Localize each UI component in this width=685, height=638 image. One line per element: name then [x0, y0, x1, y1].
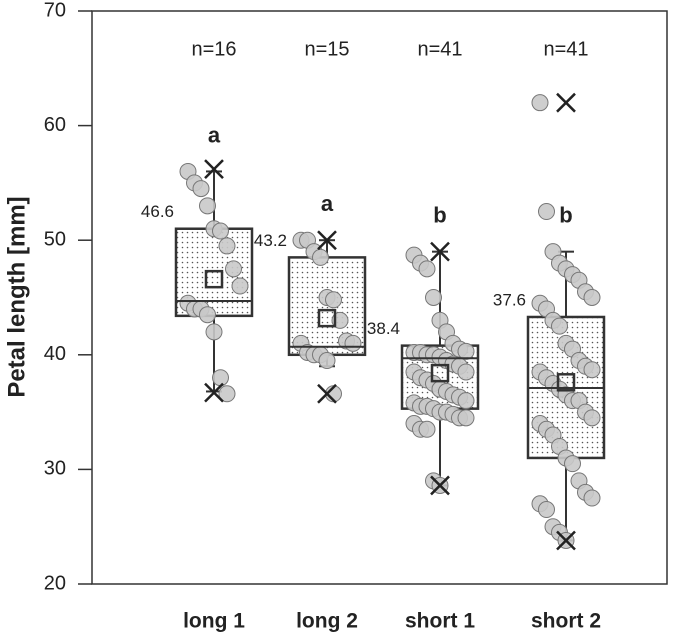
mean-marker [430, 363, 450, 383]
y-tick-label: 70 [44, 0, 66, 21]
data-point [583, 489, 601, 507]
data-point [418, 420, 436, 438]
data-point [199, 197, 216, 215]
n-label: n=41 [543, 38, 588, 60]
data-point [583, 289, 601, 306]
data-point [457, 363, 475, 381]
n-label: n=15 [304, 38, 349, 60]
mean-label: 46.6 [141, 202, 174, 221]
data-point [564, 455, 581, 473]
y-tick-label: 40 [44, 343, 66, 365]
data-point [457, 409, 475, 427]
data-point [231, 277, 249, 295]
data-point [583, 409, 601, 427]
mean-label: 37.6 [493, 290, 526, 309]
category-label: long 2 [296, 610, 358, 633]
data-point [218, 237, 236, 255]
category-label: short 1 [405, 610, 475, 633]
y-axis-label: Petal length [mm] [3, 196, 30, 397]
data-point [344, 334, 362, 352]
extreme-marker [317, 383, 337, 404]
group-letter: a [321, 191, 334, 216]
data-point [325, 291, 342, 309]
data-point [457, 342, 475, 360]
extreme-marker [556, 530, 576, 551]
data-point [538, 501, 555, 519]
y-tick-label: 30 [44, 458, 66, 480]
category-label: long 1 [183, 610, 245, 633]
group-letter: b [559, 202, 572, 227]
y-tick-label: 20 [44, 572, 66, 594]
mean-marker [317, 308, 337, 328]
extreme-marker [317, 230, 337, 251]
extreme-marker [556, 92, 576, 113]
y-tick-label: 60 [44, 114, 66, 136]
category-label: short 2 [531, 610, 601, 633]
group-letter: a [208, 122, 221, 147]
extreme-marker [430, 241, 450, 262]
extreme-marker [204, 382, 224, 403]
data-point [205, 323, 223, 341]
data-point [218, 385, 236, 403]
data-point [538, 203, 555, 221]
data-point [425, 289, 442, 306]
plot-frame [91, 10, 668, 585]
data-point [457, 392, 475, 410]
n-label: n=16 [191, 38, 236, 60]
data-point [531, 94, 549, 112]
extreme-marker [430, 475, 450, 496]
data-point [312, 248, 329, 266]
data-point [192, 180, 210, 198]
n-label: n=41 [417, 38, 462, 60]
data-point [318, 352, 336, 370]
data-point [212, 369, 229, 387]
mean-marker [204, 269, 224, 289]
data-point [199, 306, 216, 324]
mean-label: 38.4 [367, 319, 400, 338]
data-point [418, 260, 436, 278]
mean-label: 43.2 [254, 231, 287, 250]
group-letter: b [433, 202, 446, 227]
y-tick-label: 50 [44, 228, 66, 250]
data-point [583, 361, 601, 379]
data-point [212, 222, 229, 240]
extreme-marker [204, 159, 224, 180]
data-point [225, 260, 242, 278]
data-point [551, 317, 568, 335]
mean-marker [556, 373, 576, 392]
